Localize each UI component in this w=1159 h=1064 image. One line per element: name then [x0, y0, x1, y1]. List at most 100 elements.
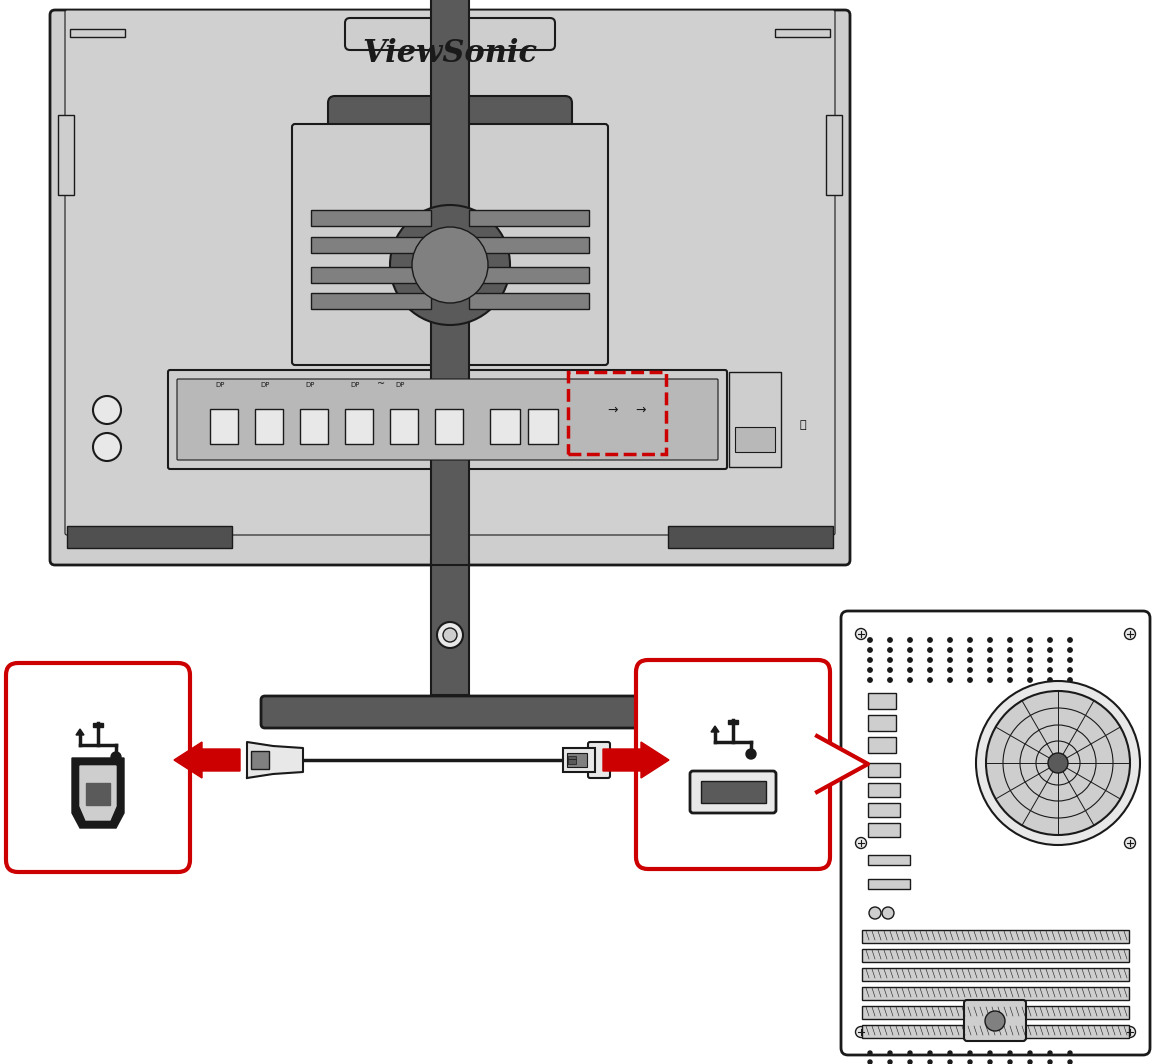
Circle shape	[968, 637, 972, 643]
Circle shape	[855, 837, 867, 848]
Bar	[567, 753, 586, 767]
Circle shape	[1028, 1051, 1032, 1055]
Circle shape	[928, 678, 932, 682]
Circle shape	[907, 668, 912, 672]
Circle shape	[888, 658, 892, 662]
Circle shape	[1048, 753, 1067, 774]
Circle shape	[907, 1051, 912, 1055]
Circle shape	[985, 1011, 1005, 1031]
Bar	[568, 759, 576, 764]
Circle shape	[1048, 668, 1052, 672]
Circle shape	[1028, 668, 1033, 672]
Circle shape	[882, 907, 894, 919]
Bar	[862, 1005, 1129, 1019]
Circle shape	[443, 628, 457, 642]
Polygon shape	[72, 758, 124, 828]
Polygon shape	[247, 742, 302, 778]
Circle shape	[976, 681, 1140, 845]
Bar	[868, 783, 901, 797]
Bar	[868, 803, 901, 817]
Circle shape	[869, 907, 881, 919]
Bar	[868, 855, 910, 865]
Bar	[775, 29, 830, 37]
Bar	[469, 237, 589, 253]
Bar	[529, 409, 557, 444]
Bar	[729, 372, 781, 467]
Bar	[469, 293, 589, 309]
Circle shape	[1048, 678, 1052, 682]
FancyBboxPatch shape	[65, 10, 834, 535]
FancyBboxPatch shape	[964, 1000, 1026, 1041]
Circle shape	[1048, 1051, 1052, 1055]
Circle shape	[868, 668, 873, 672]
Text: DP: DP	[395, 382, 404, 388]
Circle shape	[868, 1051, 872, 1055]
Bar	[862, 987, 1129, 1000]
Circle shape	[111, 752, 121, 762]
Circle shape	[1067, 637, 1072, 643]
FancyBboxPatch shape	[6, 663, 190, 872]
Circle shape	[968, 1051, 972, 1055]
FancyArrow shape	[603, 742, 669, 778]
Circle shape	[93, 433, 121, 461]
Circle shape	[987, 648, 992, 652]
Circle shape	[1067, 658, 1072, 662]
Bar	[311, 267, 431, 283]
Circle shape	[907, 658, 912, 662]
Circle shape	[389, 205, 510, 325]
Text: DP: DP	[350, 382, 359, 388]
Circle shape	[968, 648, 972, 652]
Circle shape	[968, 1060, 972, 1064]
Bar	[868, 763, 901, 777]
FancyBboxPatch shape	[690, 771, 777, 813]
Bar	[58, 115, 74, 195]
Circle shape	[1008, 658, 1012, 662]
Circle shape	[987, 658, 992, 662]
Bar	[431, 560, 469, 695]
FancyArrow shape	[174, 742, 240, 778]
Circle shape	[746, 749, 756, 759]
Polygon shape	[80, 766, 116, 820]
Bar	[252, 751, 269, 769]
Circle shape	[93, 396, 121, 423]
Bar	[826, 115, 841, 195]
Circle shape	[1067, 1060, 1072, 1064]
Bar	[86, 783, 110, 805]
Text: DP: DP	[261, 382, 270, 388]
Circle shape	[1048, 637, 1052, 643]
Bar	[67, 526, 232, 548]
Circle shape	[1028, 1060, 1032, 1064]
Bar	[93, 724, 103, 727]
Circle shape	[968, 678, 972, 682]
Circle shape	[868, 678, 873, 682]
Circle shape	[987, 1051, 992, 1055]
Circle shape	[1048, 648, 1052, 652]
FancyBboxPatch shape	[177, 379, 717, 460]
Bar	[300, 409, 328, 444]
Circle shape	[928, 637, 932, 643]
Bar	[435, 409, 462, 444]
Circle shape	[888, 648, 892, 652]
Bar	[701, 781, 766, 803]
FancyBboxPatch shape	[345, 18, 555, 50]
Bar	[568, 757, 576, 759]
Circle shape	[986, 691, 1130, 835]
FancyBboxPatch shape	[168, 370, 727, 469]
Circle shape	[1008, 678, 1012, 682]
Circle shape	[987, 1060, 992, 1064]
Circle shape	[948, 648, 953, 652]
Circle shape	[888, 1060, 892, 1064]
Circle shape	[928, 1051, 932, 1055]
Bar	[345, 409, 373, 444]
Polygon shape	[76, 729, 83, 735]
Circle shape	[868, 1060, 872, 1064]
Bar	[490, 409, 520, 444]
Circle shape	[1028, 678, 1033, 682]
Bar	[563, 748, 595, 772]
Circle shape	[987, 678, 992, 682]
Circle shape	[1124, 1027, 1136, 1037]
Bar	[389, 409, 418, 444]
Bar	[868, 715, 896, 731]
Circle shape	[907, 678, 912, 682]
Bar	[862, 968, 1129, 981]
